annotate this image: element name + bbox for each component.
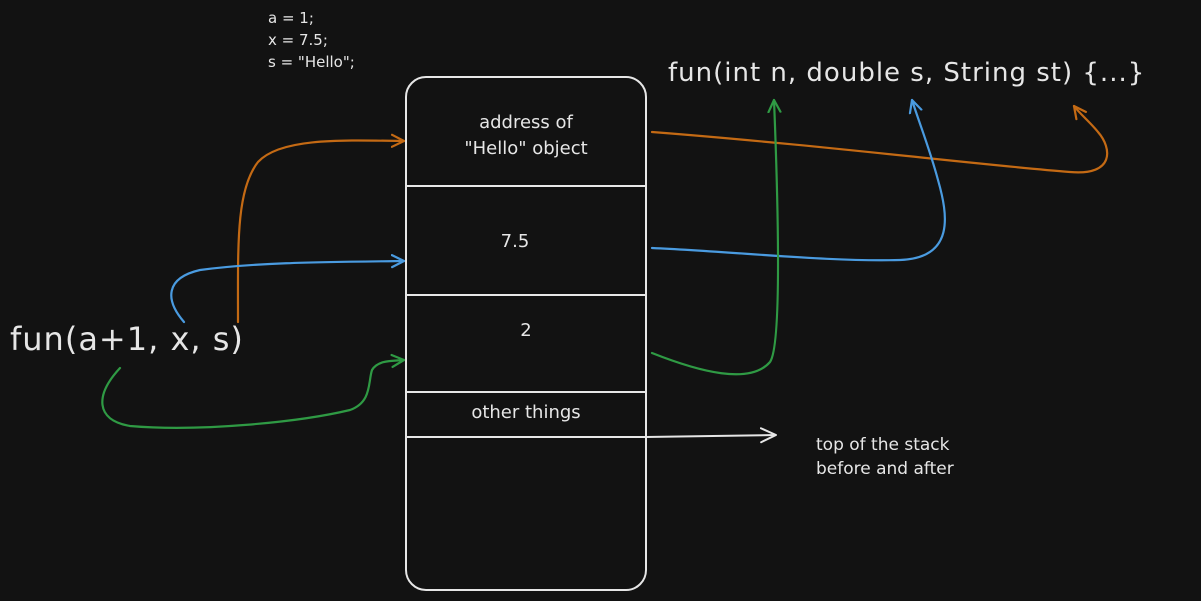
- arrow-arg-s-to-stack: [236, 140, 406, 324]
- arrow-stack-to-param-s: [650, 98, 946, 262]
- stack-cell-string-address: address of "Hello" object: [464, 112, 588, 159]
- stack-cell-double: 7.5: [500, 231, 530, 252]
- arrow-arg-x-to-stack: [170, 261, 406, 324]
- function-signature: fun(int n, double s, String st) {...}: [668, 58, 1146, 88]
- stack-cell-int: 2: [520, 320, 532, 341]
- top-of-stack-note: top of the stack before and after: [816, 435, 954, 479]
- top-of-stack-arrow: [645, 427, 777, 444]
- assignment-a: a = 1;: [268, 9, 314, 27]
- arrow-arg-a-to-stack: [101, 360, 406, 429]
- arrow-stack-to-param-n: [650, 98, 778, 376]
- assignment-s: s = "Hello";: [268, 53, 355, 71]
- stack-frame: [405, 76, 647, 591]
- stack-cell-other-things: other things: [471, 402, 581, 423]
- function-call: fun(a+1, x, s): [10, 320, 244, 358]
- assignment-x: x = 7.5;: [268, 31, 328, 49]
- arrow-stack-to-param-st: [650, 104, 1109, 174]
